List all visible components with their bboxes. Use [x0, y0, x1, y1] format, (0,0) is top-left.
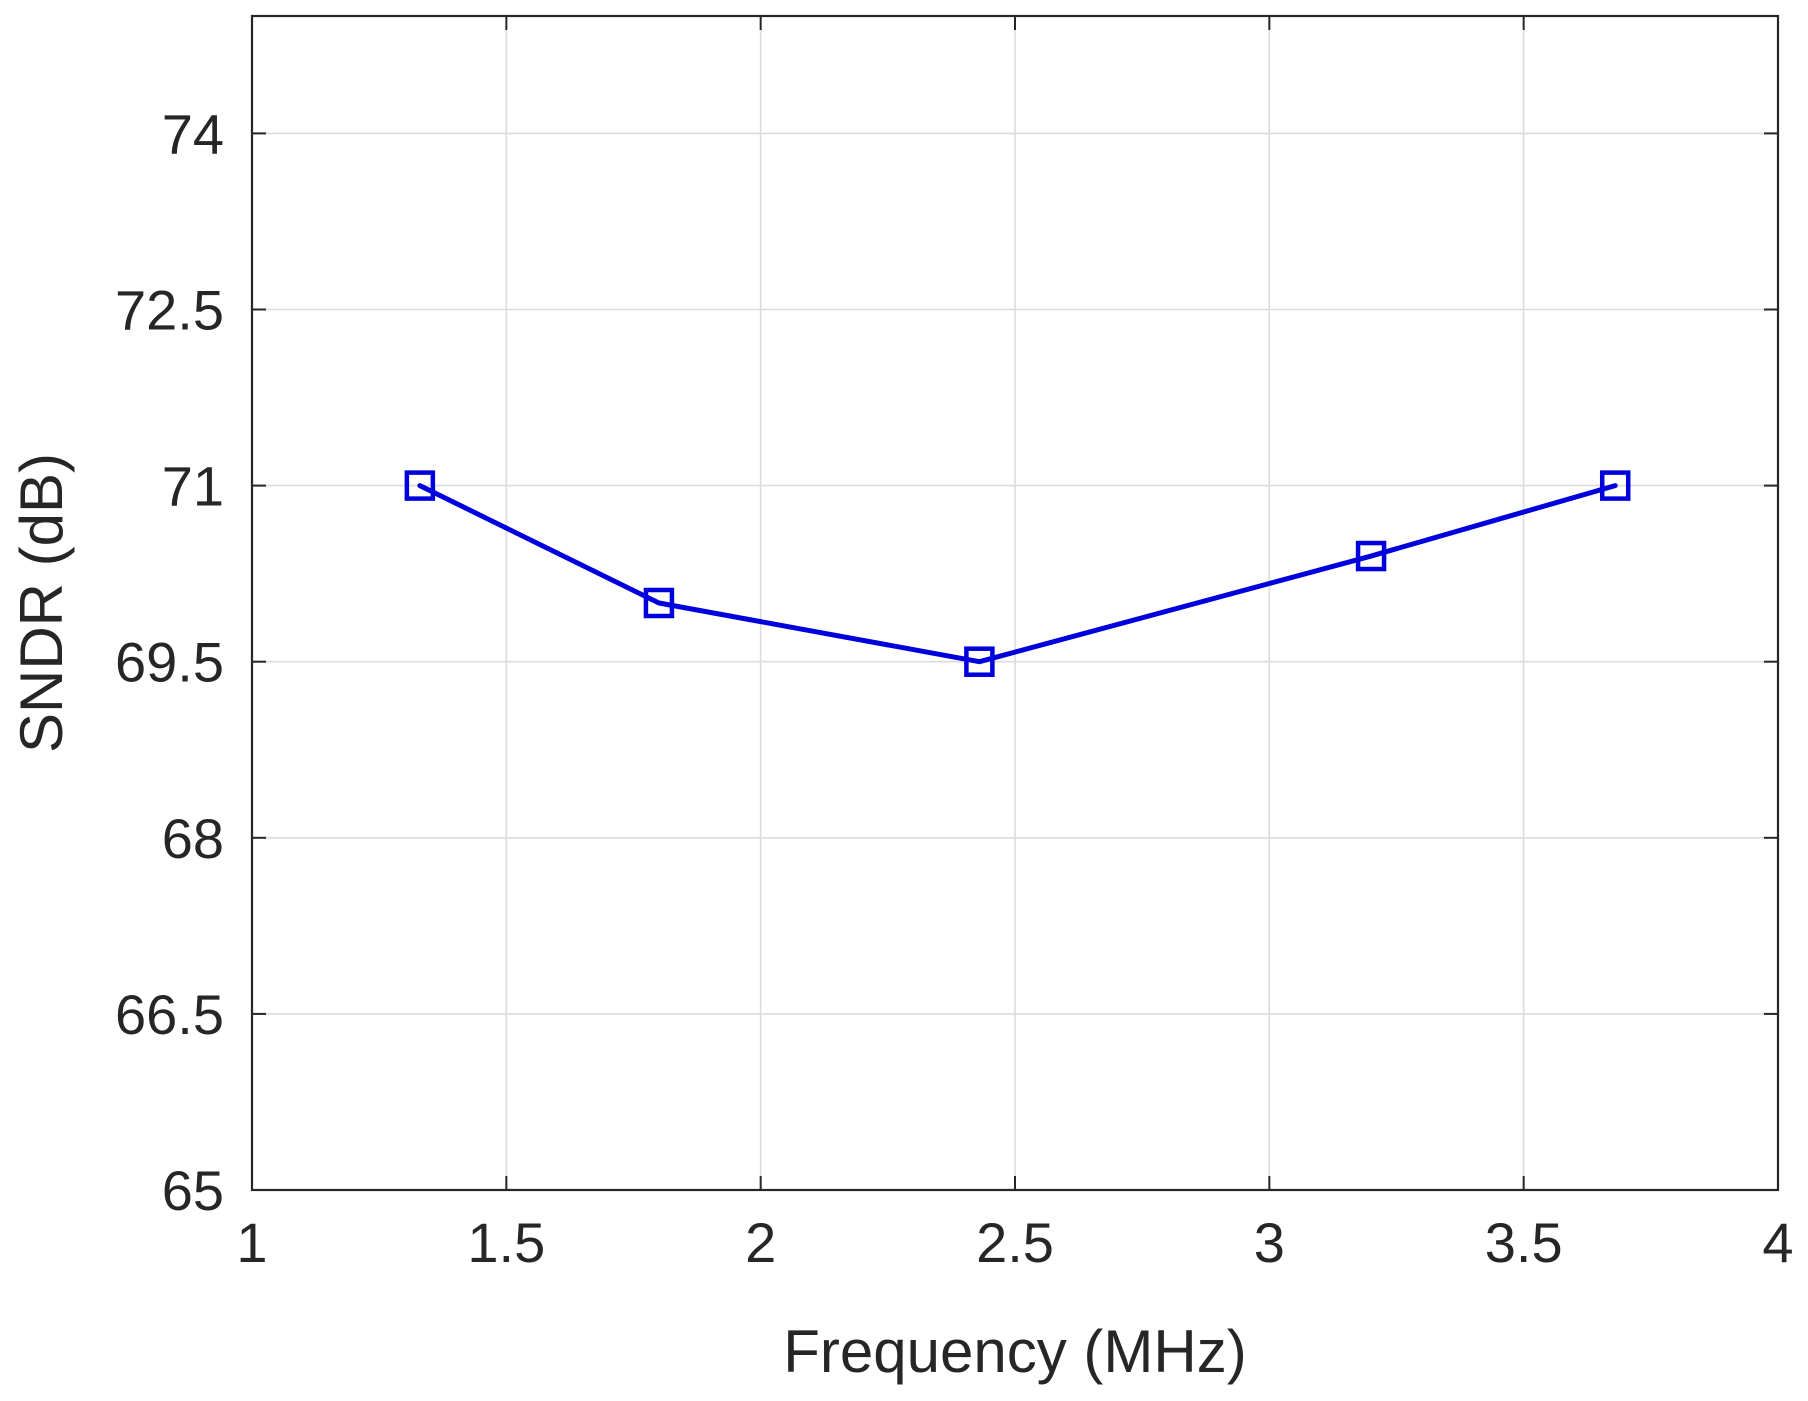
y-tick-label: 65	[162, 1159, 224, 1222]
y-tick-label: 71	[162, 455, 224, 518]
x-tick-label: 1	[236, 1211, 267, 1274]
x-tick-label: 2.5	[976, 1211, 1054, 1274]
ticks	[251, 16, 1779, 1191]
x-tick-label: 3.5	[1485, 1211, 1563, 1274]
x-tick-label: 4	[1762, 1211, 1793, 1274]
x-tick-label: 1.5	[467, 1211, 545, 1274]
y-axis-title: SNDR (dB)	[8, 453, 75, 753]
data-point-marker	[1355, 540, 1387, 572]
x-axis-title: Frequency (MHz)	[783, 1318, 1246, 1385]
data-point-marker	[964, 646, 995, 677]
x-tick-label: 3	[1254, 1211, 1285, 1274]
y-tick-label: 74	[162, 102, 224, 165]
y-tick-label: 68	[162, 807, 224, 870]
y-tick-label: 66.5	[115, 983, 224, 1046]
data-point-marker	[404, 470, 436, 501]
data-point-marker	[1599, 470, 1631, 501]
y-tick-labels: 65 66.5 68 69.5 71 72.5 74	[115, 102, 224, 1222]
grid	[252, 16, 1778, 1190]
x-tick-label: 2	[745, 1211, 776, 1274]
series-line	[417, 483, 1618, 665]
data-point-marker	[643, 587, 675, 619]
series-layer	[404, 470, 1631, 677]
y-tick-label: 72.5	[115, 279, 224, 342]
x-tick-labels: 1 1.5 2 2.5 3 3.5 4	[236, 1211, 1793, 1274]
y-tick-label: 69.5	[115, 631, 224, 694]
